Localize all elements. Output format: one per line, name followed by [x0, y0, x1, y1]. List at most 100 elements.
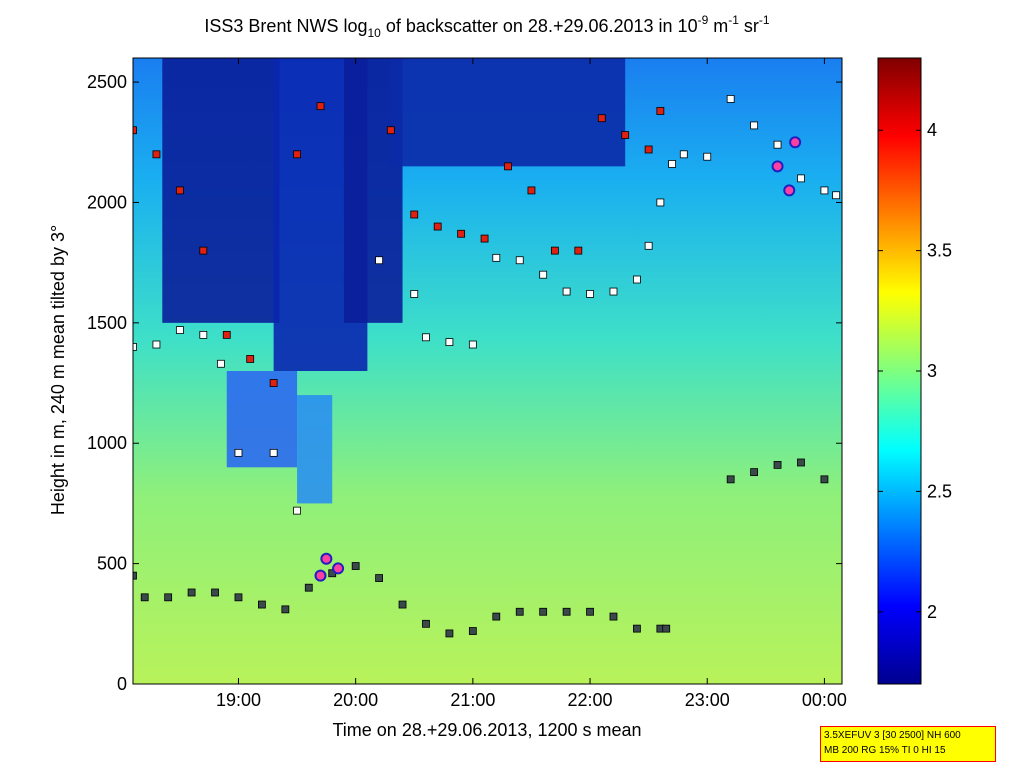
x-tick-label: 19:00: [216, 690, 261, 710]
upper-layer-marker: [375, 256, 383, 265]
plot-area: [133, 58, 842, 684]
late-layer-marker: [726, 475, 735, 484]
boundary-layer-marker: [258, 600, 266, 609]
upper-layer-marker: [422, 333, 430, 342]
upper-layer-marker: [797, 174, 805, 183]
upper-layer-marker: [175, 326, 184, 334]
cloud-base-marker: [175, 186, 184, 195]
upper-layer-marker: [133, 343, 137, 351]
boundary-layer-marker: [633, 624, 641, 633]
boundary-layer-marker: [133, 571, 137, 580]
colorbar-tick-label: 3: [927, 361, 937, 381]
x-tick-label: 23:00: [685, 690, 730, 710]
upper-layer-marker: [410, 290, 419, 298]
upper-layer-marker: [726, 95, 735, 103]
cloud-base-marker: [574, 246, 583, 255]
cloud-base-marker: [480, 234, 489, 243]
title-sub: 10: [367, 26, 381, 40]
boundary-layer-marker: [562, 607, 571, 616]
y-tick-label: 2000: [87, 192, 127, 212]
title-prefix: ISS3 Brent NWS log: [204, 16, 367, 36]
marker-layer: [133, 95, 841, 638]
upper-layer-marker: [515, 256, 524, 265]
chart-title: ISS3 Brent NWS log10 of backscatter on 2…: [204, 13, 770, 40]
x-axis-label: Time on 28.+29.06.2013, 1200 s mean: [332, 720, 641, 740]
colorbar-tick-label: 4: [927, 120, 937, 140]
late-layer-marker: [750, 468, 759, 477]
cloud-base-marker: [269, 379, 278, 387]
boundary-layer-marker: [662, 624, 671, 633]
cloud-base-marker: [433, 222, 442, 231]
upper-layer-marker: [269, 448, 278, 457]
y-tick-label: 1500: [87, 313, 127, 333]
boundary-layer-marker: [539, 607, 548, 616]
cloud-base-marker: [152, 150, 161, 159]
title-unit-sr: sr: [739, 16, 759, 36]
upper-layer-marker: [152, 340, 161, 349]
cloud-hit-marker: [320, 552, 333, 565]
heatmap-region-3: [390, 58, 626, 167]
boundary-layer-marker: [234, 593, 243, 602]
boundary-layer-marker: [351, 562, 360, 570]
settings-info-box: 3.5XEFUV 3 [30 2500] NH 600 MB 200 RG 15…: [820, 726, 996, 762]
cloud-base-marker: [133, 126, 137, 135]
cloud-base-marker: [199, 246, 208, 255]
info-line-2: MB 200 RG 15% TI 0 HI 15: [824, 745, 946, 756]
title-exp1: -9: [698, 13, 709, 27]
upper-layer-marker: [445, 338, 454, 347]
cloud-hit-marker: [314, 569, 327, 582]
upper-layer-marker: [668, 160, 676, 168]
late-layer-marker: [820, 475, 829, 484]
late-layer-marker: [773, 460, 782, 469]
upper-layer-marker: [644, 241, 653, 250]
upper-layer-marker: [562, 287, 571, 296]
colorbar-tick-label: 3.5: [927, 241, 952, 261]
boundary-layer-marker: [211, 588, 219, 597]
upper-layer-marker: [656, 198, 665, 207]
upper-layer-marker: [679, 150, 688, 159]
cloud-base-marker: [527, 186, 536, 195]
upper-layer-marker: [586, 290, 594, 298]
upper-layer-marker: [199, 330, 208, 339]
heatmap-layer: [162, 58, 626, 504]
cloud-base-marker: [386, 126, 395, 135]
upper-layer-marker: [633, 275, 641, 284]
boundary-layer-marker: [515, 607, 524, 616]
cloud-base-marker: [246, 355, 255, 363]
boundary-layer-marker: [492, 612, 501, 621]
upper-layer-marker: [820, 186, 829, 195]
colorbar: [877, 57, 922, 685]
boundary-layer-marker: [140, 593, 149, 602]
boundary-layer-marker: [164, 593, 173, 602]
cloud-base-marker: [316, 102, 325, 111]
colorbar-tick-label: 2: [927, 602, 937, 622]
x-axis: 19:00 20:00 21:00 22:00 23:00 00:00: [216, 58, 847, 710]
cloud-base-marker: [222, 330, 231, 339]
boundary-layer-marker: [187, 588, 196, 597]
boundary-layer-marker: [304, 583, 313, 592]
info-line-1: 3.5XEFUV 3 [30 2500] NH 600: [824, 730, 961, 741]
cloud-hit-marker: [332, 562, 345, 575]
cloud-base-marker: [656, 107, 665, 115]
cloud-hit-marker: [783, 184, 796, 197]
y-tick-label: 0: [117, 674, 127, 694]
upper-layer-marker: [832, 191, 841, 200]
plot-frame: [132, 57, 843, 685]
x-tick-label: 21:00: [450, 690, 495, 710]
x-tick-label: 22:00: [568, 690, 613, 710]
boundary-layer-marker: [609, 612, 618, 621]
cloud-base-marker: [550, 246, 559, 255]
x-tick-label: 20:00: [333, 690, 378, 710]
upper-layer-marker: [539, 270, 548, 279]
boundary-layer-marker: [422, 619, 430, 628]
upper-layer-marker: [468, 340, 477, 349]
y-tick-label: 500: [97, 554, 127, 574]
y-tick-label: 1000: [87, 433, 127, 453]
upper-layer-marker: [750, 121, 759, 130]
cloud-base-marker: [410, 210, 419, 219]
cloud-base-marker: [644, 145, 653, 154]
upper-layer-marker: [293, 506, 301, 515]
upper-layer-marker: [703, 152, 712, 161]
upper-layer-marker: [609, 287, 618, 296]
